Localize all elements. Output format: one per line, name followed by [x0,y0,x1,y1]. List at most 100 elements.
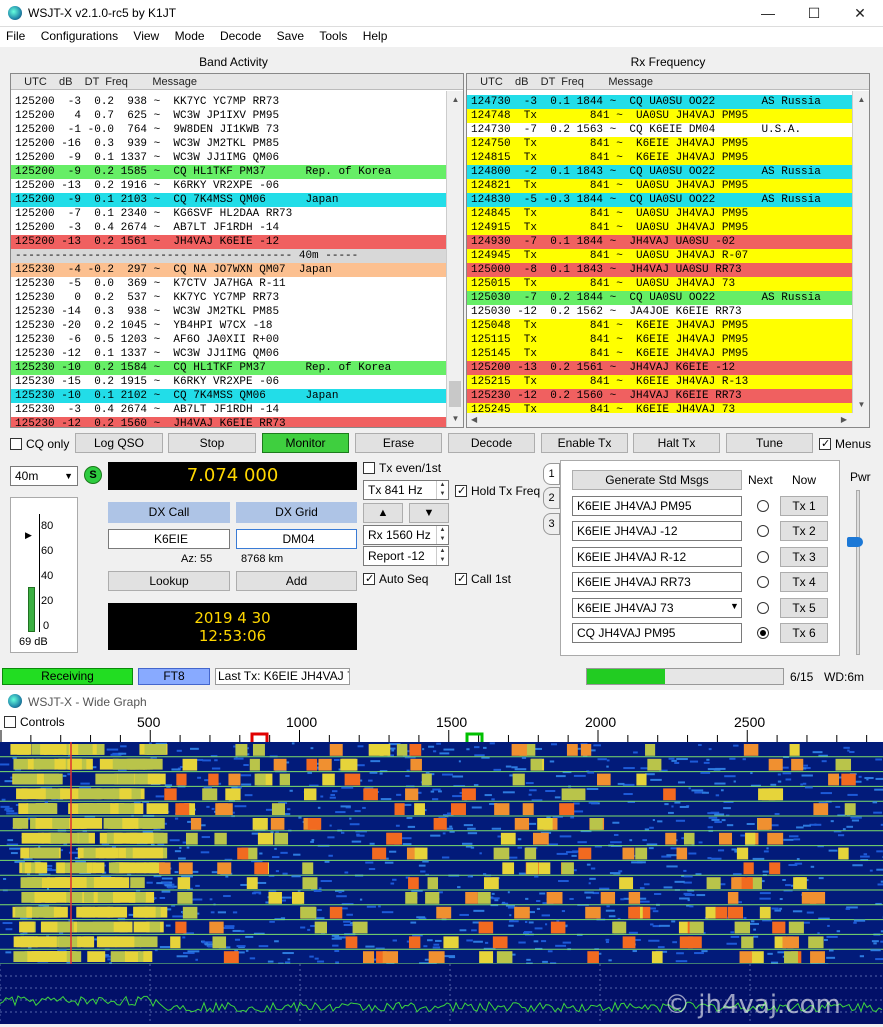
rx-frequency-row[interactable]: 124830 -5 -0.3 1844 ~ CQ UA0SU OO22 AS R… [467,193,853,207]
menus-checkbox[interactable]: Menus [819,436,871,452]
tab-2[interactable]: 2 [543,487,560,509]
s-indicator[interactable]: S [84,466,102,484]
rx-frequency-row[interactable]: 124845 Tx 841 ~ UA0SU JH4VAJ PM95 [467,207,853,221]
band-activity-row[interactable]: 125200 -9 0.2 1585 ~ CQ HL1TKF PM37 Rep.… [11,165,447,179]
decode-button[interactable]: Decode [448,433,535,453]
rx-frequency-row[interactable]: 125230 -12 0.2 1560 ~ JH4VAJ K6EIE RR73 [467,389,853,403]
add-button[interactable]: Add [236,571,357,591]
erase-button[interactable]: Erase [355,433,442,453]
band-activity-row[interactable]: 125230 -6 0.5 1203 ~ AF6O JA0XII R+00 [11,333,447,347]
band-activity-row[interactable]: 125230 -12 0.2 1560 ~ JH4VAJ K6EIE RR73 [11,417,447,428]
rx-frequency-row[interactable]: 124730 -3 0.1 1844 ~ CQ UA0SU OO22 AS Ru… [467,95,853,109]
rx-frequency-row[interactable]: 124748 Tx 841 ~ UA0SU JH4VAJ PM95 [467,109,853,123]
dx-grid-input[interactable]: DM04 [236,529,357,549]
rx-frequency-row[interactable]: 124945 Tx 841 ~ UA0SU JH4VAJ R-07 [467,249,853,263]
cq-only-checkbox[interactable]: CQ only [10,436,69,452]
rx-frequency-row[interactable]: 124930 -7 0.1 1844 ~ JH4VAJ UA0SU -02 [467,235,853,249]
lookup-button[interactable]: Lookup [108,571,230,591]
power-slider-track[interactable] [856,490,860,655]
rx-frequency-row[interactable]: 125048 Tx 841 ~ K6EIE JH4VAJ PM95 [467,319,853,333]
tx2-next-radio[interactable] [757,525,769,537]
monitor-button[interactable]: Monitor [262,433,349,453]
scroll-up-icon[interactable]: ▲ [447,91,464,108]
band-activity-row[interactable]: 125230 -4 -0.2 297 ~ CQ NA JO7WXN QM07 J… [11,263,447,277]
tx2-message-field[interactable]: K6EIE JH4VAJ -12 [572,521,742,541]
band-activity-row[interactable]: 125230 -10 0.2 1584 ~ CQ HL1TKF PM37 Rep… [11,361,447,375]
dx-call-input[interactable]: K6EIE [108,529,230,549]
tx4-next-radio[interactable] [757,576,769,588]
scroll-down-icon[interactable]: ▼ [853,396,870,413]
menu-file[interactable]: File [0,27,31,45]
band-activity-row[interactable]: 125200 -16 0.3 939 ~ WC3W JM2TKL PM85 [11,137,447,151]
menu-configurations[interactable]: Configurations [35,27,124,45]
waterfall-display[interactable] [0,742,883,964]
band-activity-row[interactable]: 125200 4 0.7 625 ~ WC3W JP1IXV PM95 [11,109,447,123]
set-tx-up-button[interactable]: ▲ [363,503,403,523]
menu-view[interactable]: View [127,27,165,45]
menu-decode[interactable]: Decode [214,27,267,45]
scroll-right-icon[interactable]: ▶ [841,415,847,424]
scroll-up-icon[interactable]: ▲ [853,91,870,108]
tab-1[interactable]: 1 [543,463,560,485]
tune-button[interactable]: Tune [726,433,813,453]
stop-button[interactable]: Stop [168,433,256,453]
tx2-now-button[interactable]: Tx 2 [780,521,828,541]
minimize-button[interactable]: — [745,0,791,27]
rx-frequency-row[interactable]: 124800 -2 0.1 1843 ~ CQ UA0SU OO22 AS Ru… [467,165,853,179]
band-activity-row[interactable]: 125200 -3 0.4 2674 ~ AB7LT JF1RDH -14 [11,221,447,235]
halt-tx-button[interactable]: Halt Tx [633,433,720,453]
report-spinbox[interactable]: Report -12▲▼ [363,546,449,566]
auto-seq-checkbox[interactable]: Auto Seq [363,571,428,587]
band-activity-row[interactable]: 125230 -10 0.1 2102 ~ CQ 7K4MSS QM06 Jap… [11,389,447,403]
rx-horizontal-scrollbar[interactable]: ◀ ▶ [467,413,869,427]
band-activity-row[interactable]: 125230 -20 0.2 1045 ~ YB4HPI W7CX -18 [11,319,447,333]
menu-tools[interactable]: Tools [313,27,353,45]
rx-frequency-row[interactable]: 125030 -12 0.2 1562 ~ JA4JOE K6EIE RR73 [467,305,853,319]
power-slider-handle[interactable] [847,537,863,547]
tx6-message-field[interactable]: CQ JH4VAJ PM95 [572,623,742,643]
rx-frequency-row[interactable]: 125200 -13 0.2 1561 ~ JH4VAJ K6EIE -12 [467,361,853,375]
hold-tx-freq-checkbox[interactable]: Hold Tx Freq [455,483,540,499]
generate-std-msgs-button[interactable]: Generate Std Msgs [572,470,742,490]
tx4-message-field[interactable]: K6EIE JH4VAJ RR73 [572,572,742,592]
scroll-down-icon[interactable]: ▼ [447,410,464,427]
band-activity-row[interactable]: ----------------------------------------… [11,249,447,263]
close-button[interactable]: ✕ [837,0,883,27]
rx-frequency-row[interactable]: 124915 Tx 841 ~ UA0SU JH4VAJ PM95 [467,221,853,235]
tx6-next-radio[interactable] [757,627,769,639]
band-activity-row[interactable]: 125200 -3 0.2 938 ~ KK7YC YC7MP RR73 [11,95,447,109]
tx1-now-button[interactable]: Tx 1 [780,496,828,516]
call-1st-checkbox[interactable]: Call 1st [455,571,511,587]
spin-arrows-icon[interactable]: ▲▼ [436,547,448,565]
scroll-left-icon[interactable]: ◀ [471,415,477,424]
tx1-next-radio[interactable] [757,500,769,512]
menu-save[interactable]: Save [271,27,310,45]
tx5-message-field[interactable]: K6EIE JH4VAJ 73 [572,598,742,618]
chevron-down-icon[interactable]: ▼ [730,601,739,611]
enable-tx-button[interactable]: Enable Tx [541,433,628,453]
rx-frequency-row[interactable]: 125000 -8 0.1 1843 ~ JH4VAJ UA0SU RR73 [467,263,853,277]
scroll-thumb[interactable] [449,381,461,407]
band-activity-row[interactable]: 125200 -13 0.2 1561 ~ JH4VAJ K6EIE -12 [11,235,447,249]
tx6-now-button[interactable]: Tx 6 [780,623,828,643]
band-activity-row[interactable]: 125200 -9 0.1 2103 ~ CQ 7K4MSS QM06 Japa… [11,193,447,207]
rx-frequency-scrollbar[interactable]: ▲ ▼ [852,91,869,413]
waterfall-canvas[interactable] [0,742,883,964]
band-activity-row[interactable]: 125200 -13 0.2 1916 ~ K6RKY VR2XPE -06 [11,179,447,193]
rx-frequency-list[interactable]: UTC dB DT Freq Message 124730 -3 0.1 184… [466,73,870,428]
band-activity-row[interactable]: 125230 0 0.2 537 ~ KK7YC YC7MP RR73 [11,291,447,305]
band-activity-row[interactable]: 125200 -9 0.1 1337 ~ WC3W JJ1IMG QM06 [11,151,447,165]
maximize-button[interactable]: ☐ [791,0,837,27]
rx-frequency-row[interactable]: 125145 Tx 841 ~ K6EIE JH4VAJ PM95 [467,347,853,361]
rx-frequency-row[interactable]: 124815 Tx 841 ~ K6EIE JH4VAJ PM95 [467,151,853,165]
tx3-now-button[interactable]: Tx 3 [780,547,828,567]
spin-arrows-icon[interactable]: ▲▼ [436,526,448,544]
rx-frequency-spinbox[interactable]: Rx 1560 Hz▲▼ [363,525,449,545]
rx-frequency-row[interactable]: 125115 Tx 841 ~ K6EIE JH4VAJ PM95 [467,333,853,347]
band-activity-row[interactable]: 125230 -5 0.0 369 ~ K7CTV JA7HGA R-11 [11,277,447,291]
tx1-message-field[interactable]: K6EIE JH4VAJ PM95 [572,496,742,516]
band-activity-row[interactable]: 125230 -15 0.2 1915 ~ K6RKY VR2XPE -06 [11,375,447,389]
band-activity-row[interactable]: 125230 -3 0.4 2674 ~ AB7LT JF1RDH -14 [11,403,447,417]
band-activity-scrollbar[interactable]: ▲ ▼ [446,91,463,427]
band-activity-row[interactable]: 125200 -1 -0.0 764 ~ 9W8DEN JI1KWB 73 [11,123,447,137]
